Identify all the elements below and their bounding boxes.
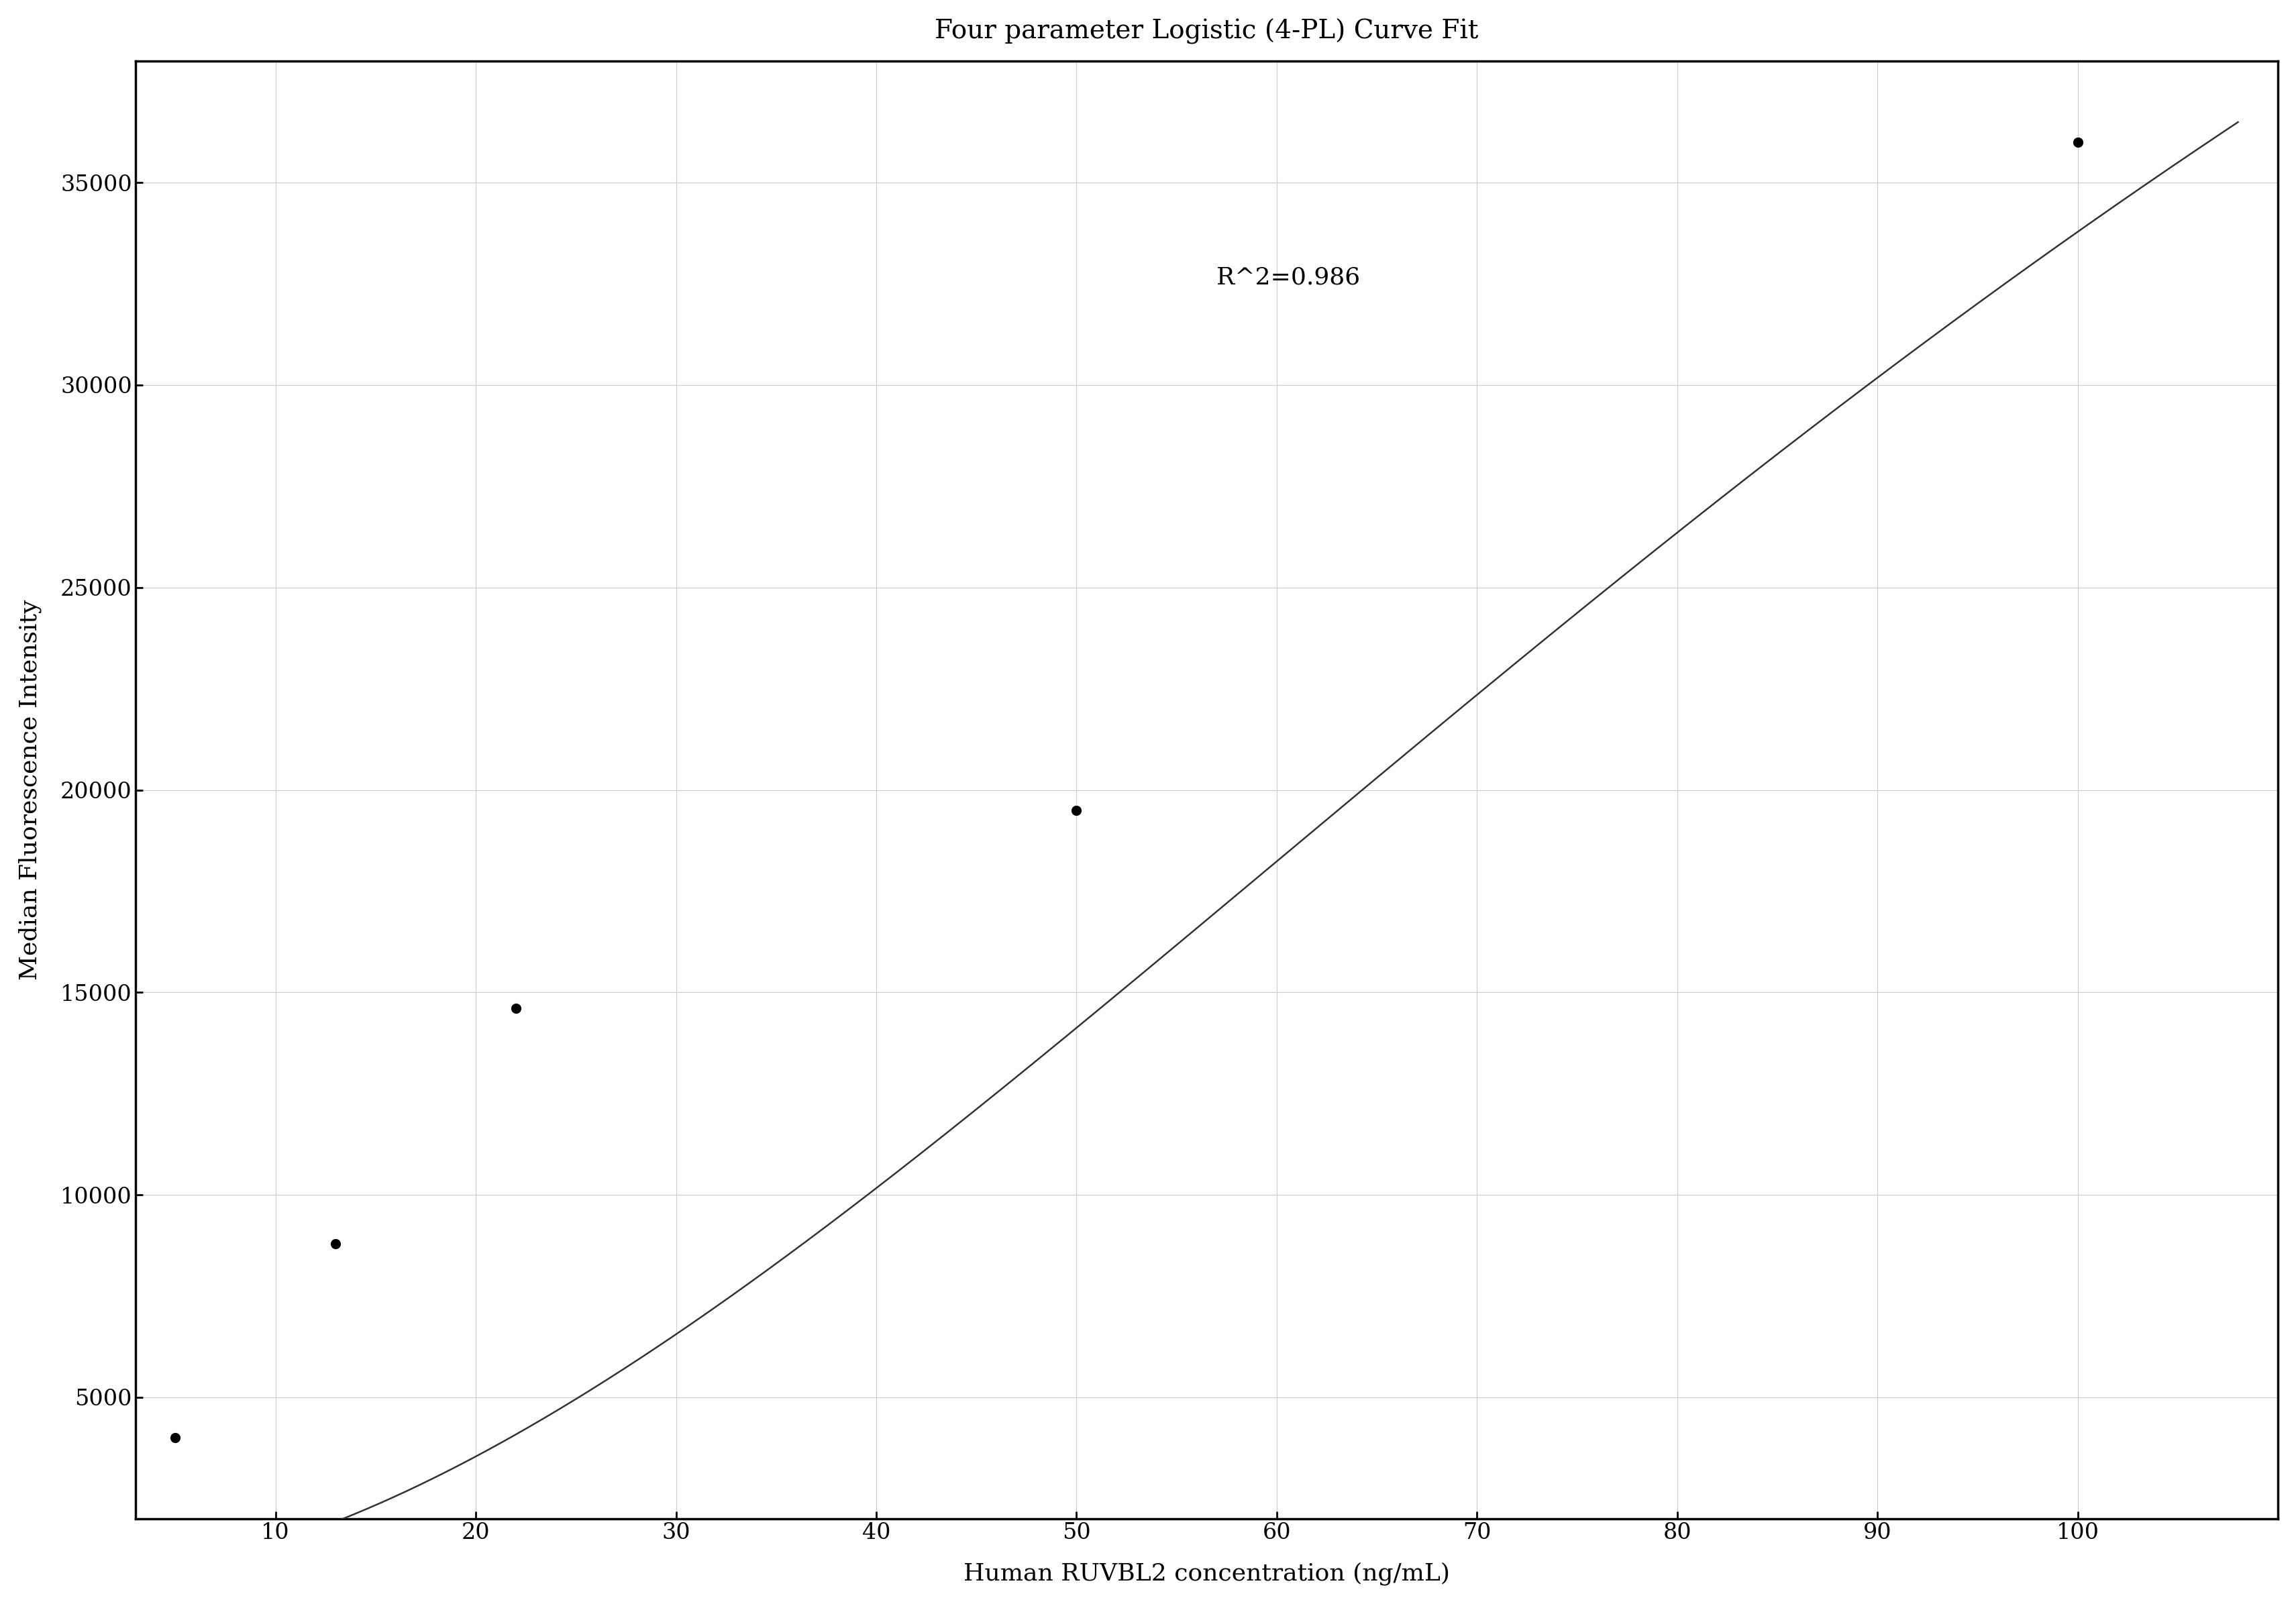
Point — [1058, 797, 1095, 823]
Text: R^2=0.986: R^2=0.986 — [1217, 266, 1359, 289]
Point — [2060, 130, 2096, 156]
Point — [156, 1424, 193, 1450]
Point — [498, 996, 535, 1022]
Point — [317, 1230, 354, 1256]
Title: Four parameter Logistic (4-PL) Curve Fit: Four parameter Logistic (4-PL) Curve Fit — [934, 19, 1479, 45]
X-axis label: Human RUVBL2 concentration (ng/mL): Human RUVBL2 concentration (ng/mL) — [962, 1562, 1449, 1585]
Y-axis label: Median Fluorescence Intensity: Median Fluorescence Intensity — [18, 600, 41, 980]
